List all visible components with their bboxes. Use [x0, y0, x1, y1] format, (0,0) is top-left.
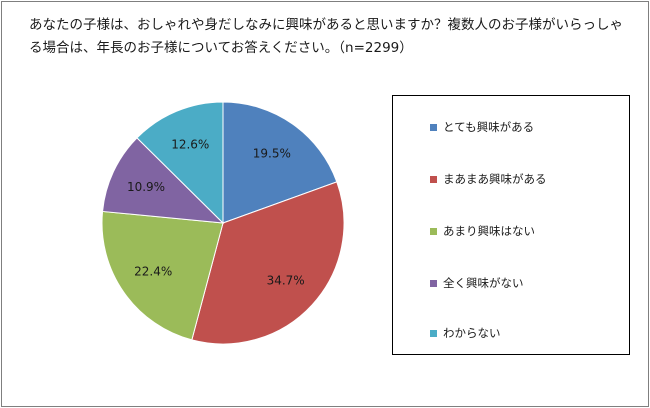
legend-swatch-4 [430, 279, 437, 287]
pie-slice-1 [222, 101, 338, 224]
legend-item-5: わからない [430, 326, 501, 340]
legend-item-3: あまり興味はない [430, 224, 535, 238]
legend-item-1: とても興味がある [430, 120, 534, 134]
legend-swatch-3 [430, 227, 437, 235]
legend-swatch-5 [430, 329, 437, 337]
pie-slice-label-4: 10.9% [127, 180, 165, 194]
pie-slice-label-3: 22.4% [134, 265, 172, 279]
pie-slice-2 [191, 181, 345, 345]
legend-label-5: わからない [443, 326, 501, 340]
legend-label-2: まあまあ興味がある [443, 172, 547, 186]
pie-slice-label-1: 19.5% [253, 146, 291, 160]
legend-item-2: まあまあ興味がある [430, 172, 547, 186]
chart-title-line-1: あなたの子様は、おしゃれや身だしなみに興味があると思いますか？複数人のお子様がい… [29, 17, 623, 33]
chart-title: あなたの子様は、おしゃれや身だしなみに興味があると思いますか？複数人のお子様がい… [29, 14, 629, 60]
legend-label-1: とても興味がある [443, 120, 535, 134]
legend-label-4: 全く興味がない [443, 276, 524, 290]
pie-slice-4 [102, 137, 225, 224]
legend-swatch-2 [430, 175, 437, 183]
legend-swatch-1 [430, 123, 437, 131]
pie-slice-5 [136, 101, 224, 225]
legend-label-3: あまり興味はない [443, 224, 535, 238]
chart-title-line-2: る場合は、年長のお子様についてお答えください。（n=2299） [29, 40, 413, 56]
legend: とても興味がある まあまあ興味がある あまり興味はない 全く興味がない わからない [392, 95, 630, 355]
legend-item-4: 全く興味がない [430, 276, 524, 290]
pie-slice-label-5: 12.6% [171, 138, 209, 152]
pie-slice-label-2: 34.7% [267, 273, 305, 287]
pie-slice-3 [101, 210, 224, 341]
